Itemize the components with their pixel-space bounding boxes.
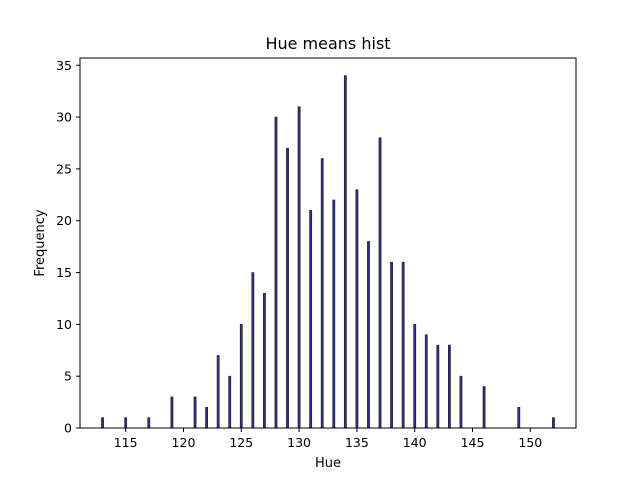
histogram-bar — [297, 106, 301, 429]
bars-group — [101, 75, 555, 429]
histogram-bar — [239, 324, 243, 429]
histogram-bar — [552, 417, 555, 429]
plot-frame — [79, 57, 577, 429]
histogram-bar — [228, 375, 232, 429]
histogram-bar — [320, 158, 324, 429]
histogram-bar — [124, 417, 128, 429]
y-axis-ticks: 0 5 10 15 20 25 30 35 — [56, 58, 80, 436]
histogram-bar — [459, 375, 463, 429]
y-tick-label: 5 — [64, 369, 72, 384]
histogram-bar — [378, 137, 382, 429]
histogram-bar — [355, 189, 359, 429]
histogram-bar — [436, 344, 440, 429]
y-tick-label: 10 — [56, 317, 72, 332]
x-tick-label: 130 — [287, 435, 311, 450]
histogram-bar — [390, 261, 393, 429]
x-tick-label: 135 — [345, 435, 369, 450]
y-tick-label: 25 — [56, 161, 72, 176]
x-tick-label: 125 — [229, 435, 253, 450]
histogram-bar — [193, 396, 197, 429]
histogram-bar — [343, 75, 347, 429]
histogram-bar — [517, 406, 521, 429]
histogram-bar — [367, 241, 370, 429]
x-axis-ticks: 115 120 125 130 135 140 145 150 — [114, 428, 542, 450]
histogram-bar — [263, 292, 266, 429]
histogram-bar — [447, 344, 451, 429]
histogram-bar — [286, 147, 289, 429]
histogram-bar — [274, 116, 278, 429]
chart-title: Hue means hist — [265, 34, 390, 53]
x-axis-label: Hue — [315, 456, 341, 471]
histogram-bar — [482, 386, 486, 429]
histogram-bar — [205, 406, 209, 429]
histogram-bar — [401, 261, 405, 429]
y-axis-label: Frequency — [33, 209, 48, 276]
x-tick-label: 115 — [114, 435, 138, 450]
histogram-bar — [170, 396, 174, 429]
y-tick-label: 15 — [56, 265, 72, 280]
histogram-bar — [216, 355, 220, 429]
histogram-bar — [101, 417, 104, 429]
histogram-bar — [251, 272, 255, 429]
histogram-bar — [332, 199, 336, 429]
histogram-bar — [147, 417, 151, 429]
y-tick-label: 20 — [56, 213, 72, 228]
x-tick-label: 120 — [172, 435, 196, 450]
y-tick-label: 35 — [56, 58, 72, 73]
x-tick-label: 145 — [461, 435, 485, 450]
y-tick-label: 30 — [56, 110, 72, 125]
histogram-bar — [309, 210, 313, 429]
x-tick-label: 140 — [403, 435, 427, 450]
histogram-bar — [424, 334, 428, 429]
x-tick-label: 150 — [518, 435, 542, 450]
y-tick-label: 0 — [64, 421, 72, 436]
histogram-bar — [413, 324, 417, 429]
